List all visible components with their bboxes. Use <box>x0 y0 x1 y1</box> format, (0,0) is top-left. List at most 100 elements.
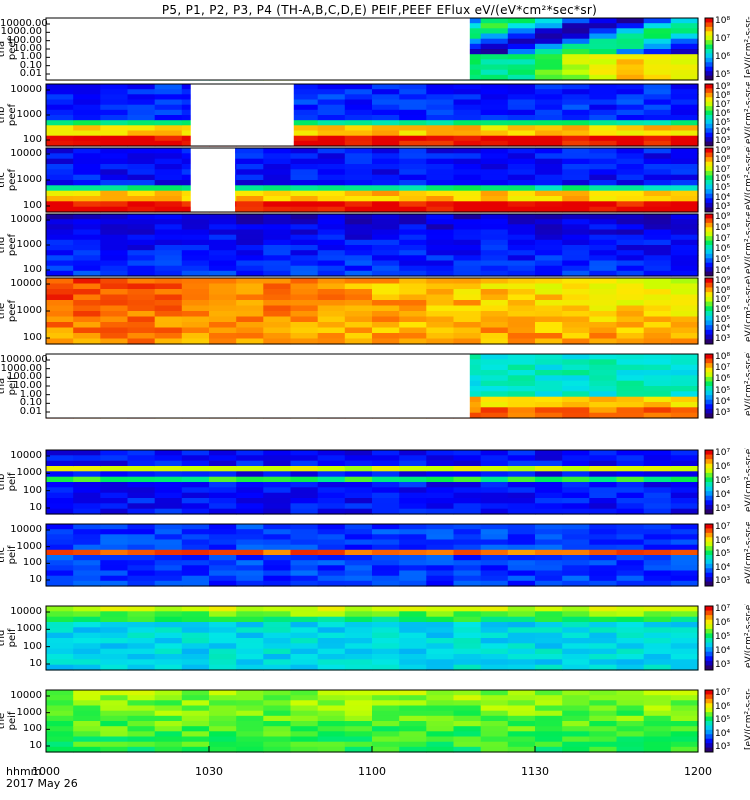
spectrogram-cell <box>507 524 536 530</box>
spectrogram-cell <box>209 311 237 318</box>
spectrogram-cell <box>181 327 210 334</box>
spectrogram-cell <box>616 140 645 147</box>
spectrogram-cell <box>643 487 672 494</box>
spectrogram-cell <box>372 94 400 101</box>
spectrogram-cell <box>643 23 672 29</box>
spectrogram-cell <box>535 109 563 116</box>
spectrogram-cell <box>344 508 373 515</box>
spectrogram-cell <box>507 74 536 81</box>
spectrogram-cell <box>562 529 590 535</box>
spectrogram-cell <box>535 370 563 376</box>
spectrogram-cell <box>480 43 509 50</box>
spectrogram-cell <box>372 508 400 515</box>
spectrogram-cell <box>426 278 455 285</box>
spectrogram-cell <box>46 89 74 95</box>
spectrogram-cell <box>100 715 129 722</box>
colorbar-segment <box>705 278 713 284</box>
spectrogram-cell <box>73 289 101 296</box>
spectrogram-cell <box>616 380 645 387</box>
spectrogram-cell <box>317 570 346 577</box>
spectrogram-cell <box>480 643 509 650</box>
spectrogram-cell <box>589 498 618 504</box>
spectrogram-cell <box>589 359 618 366</box>
spectrogram-cell <box>616 43 645 50</box>
spectrogram-cell <box>399 482 427 488</box>
spectrogram-cell <box>562 359 590 366</box>
spectrogram-cell <box>480 322 509 329</box>
spectrogram-cell <box>46 710 74 717</box>
colorbar-segment <box>705 559 713 565</box>
spectrogram-cell <box>535 174 563 181</box>
spectrogram-cell <box>209 695 237 701</box>
spectrogram-cell <box>154 109 183 116</box>
spectrogram-cell <box>562 333 590 340</box>
spectrogram-cell <box>344 229 373 236</box>
spectrogram-cell <box>480 380 509 387</box>
spectrogram-cell <box>616 28 645 35</box>
spectrogram-cell <box>453 622 482 628</box>
spectrogram-cell <box>127 643 156 650</box>
spectrogram-cell <box>46 311 74 318</box>
spectrogram-cell <box>507 391 536 398</box>
spectrogram-cell <box>73 700 101 707</box>
spectrogram-cell <box>263 265 292 272</box>
spectrogram-cell <box>616 726 645 732</box>
spectrogram-cell <box>616 180 645 186</box>
spectrogram-cell <box>290 654 319 660</box>
spectrogram-cell <box>46 529 74 535</box>
spectrogram-cell <box>453 611 482 618</box>
colorbar-segment <box>705 22 713 28</box>
spectrogram-cell <box>643 695 672 701</box>
spectrogram-cell <box>643 250 672 256</box>
spectrogram-cell <box>535 201 563 208</box>
spectrogram-cell <box>480 206 509 213</box>
spectrogram-cell <box>670 311 699 318</box>
spectrogram-cell <box>616 412 645 419</box>
spectrogram-cell <box>562 255 590 262</box>
spectrogram-cell <box>317 450 346 456</box>
spectrogram-cell <box>181 632 210 639</box>
spectrogram-cell <box>154 338 183 345</box>
spectrogram-cell <box>453 104 482 111</box>
spectrogram-cell <box>263 508 292 515</box>
spectrogram-cell <box>46 638 74 644</box>
colorbar-segment <box>705 399 713 405</box>
spectrogram-cell <box>589 487 618 494</box>
spectrogram-cell <box>589 311 618 318</box>
spectrogram-cell <box>209 229 237 236</box>
spectrogram-cell <box>535 49 563 55</box>
spectrogram-cell <box>507 201 536 208</box>
spectrogram-cell <box>616 386 645 392</box>
spectrogram-cell <box>290 214 319 220</box>
spectrogram-cell <box>562 18 590 24</box>
spectrogram-cell <box>399 224 427 231</box>
spectrogram-cell <box>344 736 373 743</box>
spectrogram-cell <box>453 534 482 541</box>
spectrogram-cell <box>480 705 509 712</box>
spectrogram-cell <box>209 289 237 296</box>
spectrogram-cell <box>46 305 74 312</box>
spectrogram-cell <box>426 726 455 732</box>
spectrogram-cell <box>589 94 618 101</box>
spectrogram-cell <box>290 89 319 95</box>
spectrogram-cell <box>372 130 400 137</box>
spectrogram-cell <box>181 466 210 472</box>
spectrogram-cell <box>616 311 645 318</box>
y-tick-label: 100.00 <box>7 34 42 46</box>
spectrogram-cell <box>643 622 672 628</box>
spectrogram-cell <box>670 260 699 267</box>
spectrogram-cell <box>344 524 373 530</box>
spectrogram-cell <box>643 539 672 546</box>
spectrogram-cell <box>127 300 156 307</box>
spectrogram-cell <box>480 450 509 456</box>
spectrogram-cell <box>507 492 536 499</box>
spectrogram-cell <box>453 450 482 456</box>
spectrogram-cell <box>589 450 618 456</box>
spectrogram-cell <box>154 185 183 192</box>
spectrogram-cell <box>399 260 427 267</box>
spectrogram-cell <box>399 84 427 90</box>
spectrogram-cell <box>344 482 373 488</box>
colorbar-segment <box>705 282 713 288</box>
spectrogram-cell <box>290 539 319 546</box>
colorbar-frame <box>704 689 714 753</box>
